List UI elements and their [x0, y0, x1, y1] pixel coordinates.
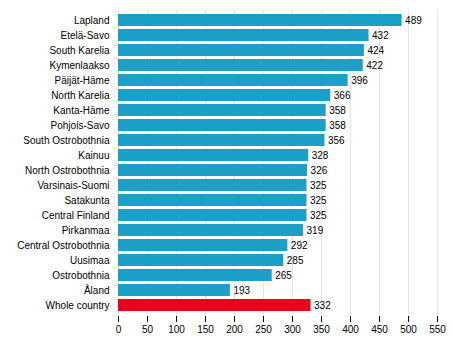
svg-text:Central Ostrobothnia: Central Ostrobothnia [17, 240, 110, 251]
svg-text:292: 292 [291, 240, 308, 251]
svg-text:South Ostrobothnia: South Ostrobothnia [23, 135, 110, 146]
svg-text:Uusimaa: Uusimaa [70, 255, 110, 266]
svg-text:325: 325 [310, 210, 327, 221]
svg-text:325: 325 [310, 195, 327, 206]
svg-text:550: 550 [429, 324, 446, 335]
svg-text:285: 285 [287, 255, 304, 266]
svg-text:500: 500 [400, 324, 417, 335]
svg-text:350: 350 [313, 324, 330, 335]
svg-text:Lapland: Lapland [74, 15, 110, 26]
svg-text:489: 489 [405, 15, 422, 26]
svg-text:300: 300 [284, 324, 301, 335]
svg-text:Päijät-Häme: Päijät-Häme [54, 75, 109, 86]
svg-text:450: 450 [371, 324, 388, 335]
svg-text:Kymenlaakso: Kymenlaakso [49, 60, 109, 71]
svg-text:North Karelia: North Karelia [51, 90, 110, 101]
svg-text:326: 326 [311, 165, 328, 176]
svg-text:North Ostrobothnia: North Ostrobothnia [25, 165, 110, 176]
svg-text:Pohjois-Savo: Pohjois-Savo [51, 120, 110, 131]
svg-text:Satakunta: Satakunta [64, 195, 109, 206]
svg-text:193: 193 [233, 285, 250, 296]
svg-text:Etelä-Savo: Etelä-Savo [61, 30, 110, 41]
svg-text:Whole country: Whole country [46, 300, 110, 311]
svg-text:265: 265 [275, 270, 292, 281]
svg-text:Pirkanmaa: Pirkanmaa [62, 225, 110, 236]
svg-text:396: 396 [351, 75, 368, 86]
svg-text:424: 424 [367, 45, 384, 56]
svg-text:Ostrobothnia: Ostrobothnia [52, 270, 110, 281]
svg-text:366: 366 [334, 90, 351, 101]
svg-text:50: 50 [142, 324, 154, 335]
svg-text:Åland: Åland [84, 284, 110, 296]
svg-text:325: 325 [310, 180, 327, 191]
svg-text:South Karelia: South Karelia [49, 45, 109, 56]
svg-text:Varsinais-Suomi: Varsinais-Suomi [37, 180, 109, 191]
svg-text:Kainuu: Kainuu [78, 150, 109, 161]
svg-text:0: 0 [116, 324, 122, 335]
svg-text:332: 332 [314, 300, 331, 311]
svg-text:358: 358 [329, 105, 346, 116]
svg-text:356: 356 [328, 135, 345, 146]
svg-text:100: 100 [168, 324, 185, 335]
svg-text:358: 358 [329, 120, 346, 131]
svg-text:328: 328 [312, 150, 329, 161]
svg-text:200: 200 [226, 324, 243, 335]
svg-text:150: 150 [197, 324, 214, 335]
svg-text:250: 250 [255, 324, 272, 335]
svg-text:400: 400 [342, 324, 359, 335]
svg-text:432: 432 [372, 30, 389, 41]
svg-text:319: 319 [307, 225, 324, 236]
svg-text:Kanta-Häme: Kanta-Häme [53, 105, 110, 116]
svg-text:Central Finland: Central Finland [42, 210, 110, 221]
svg-text:422: 422 [366, 60, 383, 71]
